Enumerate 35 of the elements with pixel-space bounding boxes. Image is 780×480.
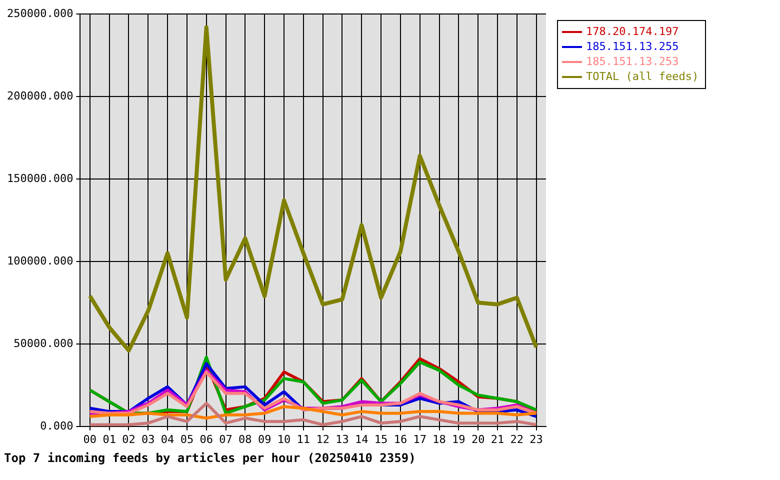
y-tick-label: 100000.000 [6, 254, 74, 268]
text: Top 7 incoming feeds by articles per hour (20250410 2359) [4, 450, 416, 465]
x-tick-label: 15 [374, 432, 388, 446]
x-tick-label: 12 [316, 432, 330, 446]
x-tick-label: 08 [238, 432, 252, 446]
x-tick-label: 07 [219, 432, 232, 446]
x-tick-label: 13 [336, 432, 349, 446]
x-tick-label: 20 [471, 432, 485, 446]
y-tick-label: 200000.000 [6, 89, 74, 102]
x-tick-label: 16 [394, 432, 408, 446]
x-tick-label: 21 [490, 432, 504, 446]
x-tick-label: 06 [200, 432, 213, 446]
y-tick-label: 150000.000 [6, 172, 74, 185]
y-tick-label: 50000.000 [14, 336, 74, 350]
x-tick-label: 05 [180, 432, 194, 446]
x-tick-label: 22 [510, 432, 524, 446]
legend-label: TOTAL (all feeds) [586, 69, 699, 84]
x-tick-label: 23 [530, 432, 543, 446]
y-tick-label: 0.000 [40, 419, 74, 432]
x-tick-label: 18 [432, 432, 446, 446]
x-tick-label: 14 [355, 432, 369, 446]
x-tick-label: 10 [277, 432, 291, 446]
y-tick-label: 250000.000 [6, 6, 74, 20]
x-tick-label: 11 [296, 432, 310, 446]
x-tick-label: 02 [122, 432, 136, 446]
x-tick-label: 03 [142, 432, 155, 446]
legend-label: 178.20.174.197 [586, 24, 679, 39]
x-tick-label: 00 [83, 432, 97, 446]
x-tick-label: 04 [160, 432, 175, 446]
x-tick-label: 09 [258, 432, 272, 446]
x-tick-label: 01 [102, 432, 116, 446]
x-tick-label: 19 [452, 432, 466, 446]
legend-label: 185.151.13.253 [586, 54, 679, 69]
legend-label: 185.151.13.255 [586, 39, 679, 54]
x-tick-label: 17 [413, 432, 426, 446]
